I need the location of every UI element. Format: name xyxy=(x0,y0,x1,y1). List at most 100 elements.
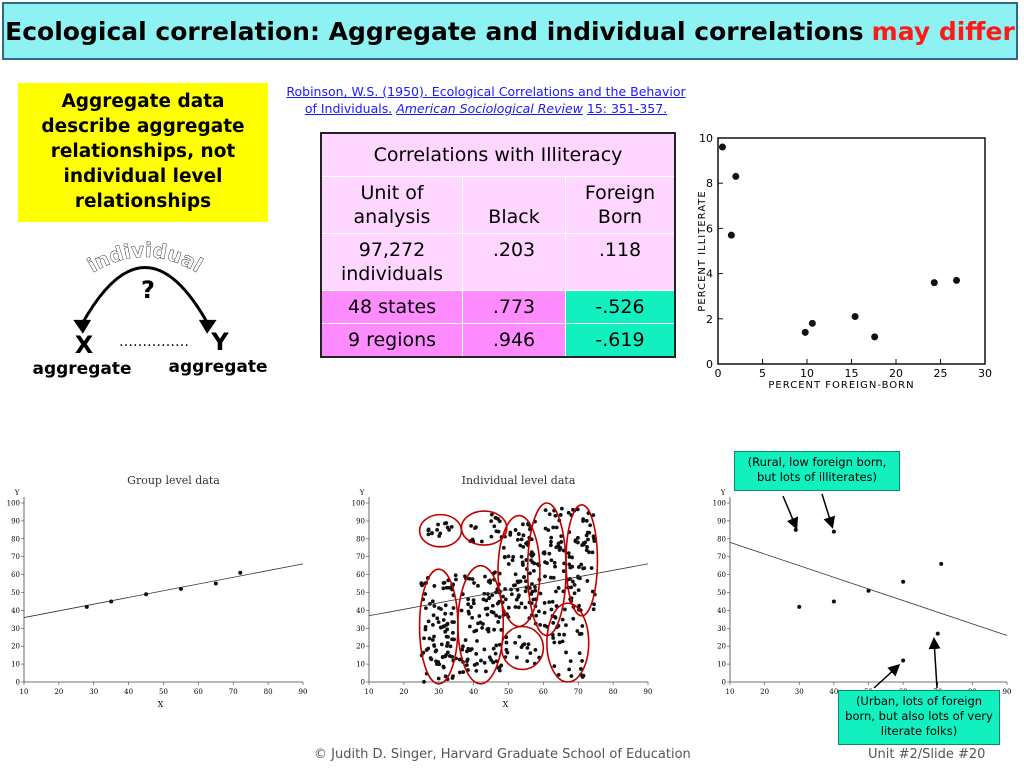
data-point xyxy=(580,659,584,663)
data-point xyxy=(561,569,566,574)
data-point xyxy=(572,583,577,587)
data-point xyxy=(472,581,476,585)
arrowhead-left xyxy=(73,319,92,334)
data-point xyxy=(557,640,562,645)
x-tick-label: 90 xyxy=(644,688,653,696)
data-point xyxy=(570,555,574,560)
data-point xyxy=(571,616,576,621)
citation[interactable]: Robinson, W.S. (1950). Ecological Correl… xyxy=(276,83,696,117)
table-header-row: Unit of analysis Black Foreign Born xyxy=(320,176,676,234)
data-point xyxy=(441,586,446,591)
data-point xyxy=(454,577,458,582)
data-point xyxy=(472,663,477,667)
data-point xyxy=(546,528,551,533)
data-point xyxy=(547,551,552,556)
data-point xyxy=(513,605,518,609)
data-point xyxy=(567,562,572,567)
x-axis-label: X xyxy=(158,700,164,709)
rural-note-text: (Rural, low foreign born, but lots of il… xyxy=(747,455,887,484)
data-point xyxy=(469,605,473,609)
data-point xyxy=(447,585,451,590)
data-point xyxy=(935,631,940,636)
data-point xyxy=(525,645,530,650)
data-point xyxy=(552,664,557,669)
x-tick-label: 25 xyxy=(934,367,948,380)
citation-journal[interactable]: American Sociological Review xyxy=(396,101,583,116)
data-point xyxy=(476,621,480,626)
data-point xyxy=(443,654,448,659)
data-point xyxy=(549,539,553,544)
data-point xyxy=(474,668,479,673)
y-tick-label: 60 xyxy=(717,571,726,579)
data-point xyxy=(592,602,596,607)
data-point xyxy=(491,646,496,651)
x-tick-label: 80 xyxy=(609,688,618,696)
data-point xyxy=(549,607,554,612)
row-foreign: .118 xyxy=(565,233,676,291)
data-point xyxy=(521,643,525,647)
level-diagram: individual ? X …………… Y aggregate aggrega… xyxy=(32,238,267,379)
data-point xyxy=(550,599,555,604)
data-point xyxy=(504,640,509,645)
data-point xyxy=(482,647,487,652)
citation-line1[interactable]: Robinson, W.S. (1950). Ecological Correl… xyxy=(286,84,686,99)
data-point xyxy=(508,530,513,535)
data-point xyxy=(529,537,534,542)
data-point xyxy=(559,534,564,539)
data-point xyxy=(519,554,524,559)
regional-level-chart: YX01020304050607080901001020304050607080… xyxy=(713,489,1012,709)
citation-line2-pre[interactable]: of Individuals. xyxy=(304,101,393,116)
plot-frame xyxy=(717,137,986,365)
y-tick-label: 6 xyxy=(706,222,713,235)
x-tick-label: 40 xyxy=(124,688,133,696)
y-tick-label: 10 xyxy=(699,132,713,145)
header-foreign: Foreign Born xyxy=(565,176,676,234)
data-point xyxy=(490,603,495,608)
data-point xyxy=(551,636,556,640)
data-point xyxy=(871,333,879,341)
data-point xyxy=(569,674,574,678)
data-point xyxy=(492,524,497,529)
data-point xyxy=(459,608,464,613)
cluster-ellipse xyxy=(457,564,505,685)
data-point xyxy=(472,629,477,634)
data-point xyxy=(901,658,906,663)
data-point xyxy=(474,525,478,530)
data-point xyxy=(426,528,431,533)
data-point xyxy=(513,572,518,577)
urban-note: (Urban, lots of foreign born, but also l… xyxy=(838,690,1000,745)
data-point xyxy=(579,562,584,567)
y-tick-label: 100 xyxy=(7,500,20,508)
data-point xyxy=(496,529,501,534)
data-point xyxy=(533,588,538,593)
data-point xyxy=(562,561,567,566)
data-point xyxy=(469,523,473,528)
data-point xyxy=(551,620,556,625)
data-point xyxy=(569,585,574,590)
data-point xyxy=(524,579,528,584)
x-tick-label: 80 xyxy=(264,688,273,696)
y-tick-label: 90 xyxy=(11,517,20,525)
data-point xyxy=(522,575,526,580)
data-point xyxy=(553,513,558,518)
data-point xyxy=(559,506,564,511)
data-point xyxy=(453,573,458,578)
header-black: Black xyxy=(462,176,566,234)
data-point xyxy=(518,543,523,548)
data-point xyxy=(490,593,495,598)
x-tick-label: 30 xyxy=(795,688,804,696)
data-point xyxy=(547,512,552,517)
table-row: 9 regions .946 -.619 xyxy=(320,323,676,358)
title-main: Ecological correlation: Aggregate and in… xyxy=(5,16,864,46)
data-point xyxy=(464,663,469,667)
x-tick-label: 10 xyxy=(726,688,735,696)
cluster-ellipse xyxy=(418,513,463,548)
data-point xyxy=(576,535,580,540)
x-tick-label: 40 xyxy=(829,688,838,696)
data-point xyxy=(542,610,547,615)
x-tick-label: 10 xyxy=(365,688,374,696)
y-tick-label: 80 xyxy=(11,535,20,543)
data-point xyxy=(504,647,509,652)
data-point xyxy=(435,527,439,532)
citation-line2-post[interactable]: 15: 351-357. xyxy=(586,101,668,116)
